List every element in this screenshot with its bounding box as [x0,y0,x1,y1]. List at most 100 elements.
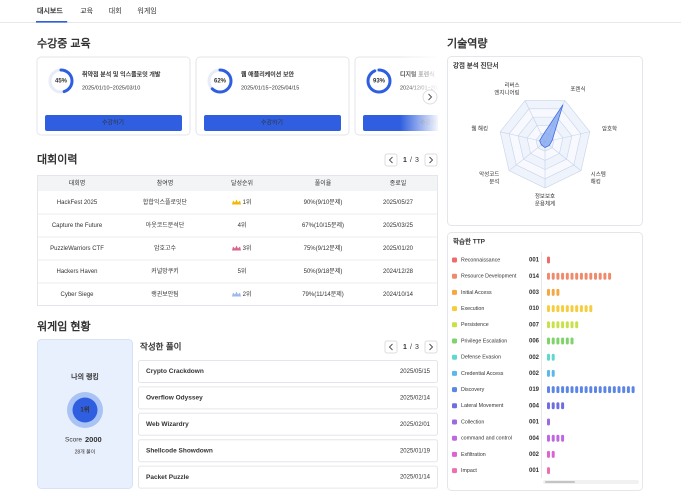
ttp-pill [551,369,555,377]
ttp-count: 002 [529,355,540,361]
score-value: 2000 [85,435,102,444]
table-cell: Hackers Haven [56,269,97,275]
radar-axis-label: 시스템 [591,171,606,178]
ttp-pill [622,386,626,394]
medal-icon [232,291,241,297]
ttp-dot [452,306,457,312]
radar-axis-label: 분석 [489,178,499,186]
prev-button[interactable] [384,340,398,354]
ttp-name: Collection [461,419,484,425]
section-title: 기술역량 [447,36,487,50]
ttp-pill [547,467,550,475]
writeup-date: 2025/02/01 [400,422,431,428]
table-cell: 50%(9/18문제) [304,267,343,275]
table-frame [37,175,438,306]
ttp-pill [547,369,550,377]
ttp-count: 001 [529,258,540,264]
nav-tab[interactable]: 대회 [109,7,122,15]
ttp-name: command and control [461,436,512,442]
next-button[interactable] [424,340,438,354]
enroll-button[interactable] [204,115,341,131]
writeup-date: 2025/02/14 [400,395,431,401]
radar-axis-label: 엔지니어링 [494,89,519,97]
ttp-dot [452,435,457,441]
writeup-item[interactable] [138,360,438,383]
course-name: 취약점 분석 및 익스플로잇 개발 [82,71,161,79]
enroll-button[interactable] [45,115,182,131]
next-button[interactable] [388,156,393,164]
ttp-count: 006 [529,339,540,345]
table-cell: 2025/05/27 [383,200,414,206]
ttp-pill [551,272,555,280]
ttp-pill [561,337,565,345]
ttp-pill [579,272,583,280]
ttp-pill [556,272,560,280]
ttp-pill [551,321,555,329]
table-header-cell: 달성순위 [231,179,253,187]
ttp-count: 002 [529,371,540,377]
ttp-pill [565,337,569,345]
ttp-pill [551,305,555,313]
ttp-pill [626,386,630,394]
nav-tab[interactable]: 워게임 [137,6,156,15]
ttp-pill [579,386,583,394]
writeup-date: 2025/05/15 [400,369,431,375]
ttp-pill [556,321,560,329]
ttp-count: 007 [529,322,540,328]
course-name: 웹 애플리케이션 보안 [241,71,294,79]
radar-spoke [524,100,546,143]
ttp-pill [547,353,550,361]
ttp-count: 001 [529,420,540,426]
writeup-item[interactable] [138,386,438,410]
carousel-next[interactable] [422,89,438,105]
ttp-pill [570,272,574,280]
writeup-item[interactable] [138,412,438,436]
nav-tab[interactable]: 교육 [80,7,93,15]
ttp-name: Execution [461,306,484,312]
ttp-pill [551,353,555,361]
ttp-name: Reconnaissance [461,257,500,263]
ttp-dot [452,468,457,474]
ttp-pill [547,386,550,394]
ttp-dot [452,289,457,295]
ttp-pill [565,305,569,313]
ttp-name: Resource Development [461,274,517,280]
page-total: 3 [415,157,419,164]
ttp-pill [561,272,565,280]
ttp-pill [631,386,635,394]
ttp-pill [570,321,574,329]
ttp-pill [575,305,579,313]
table-header-cell: 종료일 [390,179,407,187]
medal-icon [232,245,241,251]
nav-tab[interactable]: 대시보드 [37,6,63,15]
ttp-count: 019 [529,387,540,393]
table-cell: 합합익스플로잇단 [143,198,188,206]
solved-count: 28개 풀이 [75,448,96,455]
prev-button[interactable] [429,343,434,351]
medal-icon [232,199,241,205]
ttp-pill [575,272,579,280]
ttp-pill [594,386,597,394]
ttp-pill [570,305,574,313]
enroll-button-label: 수강하기 [102,119,124,127]
progress-arc [48,68,74,94]
next-button[interactable] [424,153,438,167]
ttp-pill [547,450,550,458]
scroll-thumb[interactable] [545,481,575,483]
table-cell: 2위 [243,290,252,298]
writeup-item[interactable] [138,439,438,463]
next-button[interactable] [388,343,393,351]
ttp-pill [561,305,565,313]
prev-button[interactable] [428,93,433,101]
page-current: 1 [403,157,407,164]
table-cell: 2024/10/14 [383,292,414,298]
prev-button[interactable] [384,153,398,167]
card-title: 강점 분석 진단서 [453,61,498,70]
writeup-item[interactable] [138,465,438,489]
ttp-count: 014 [529,274,540,280]
ttp-name: Discovery [461,387,485,393]
prev-button[interactable] [429,156,434,164]
course-period: 2025/01/15~2025/04/15 [241,85,299,91]
page-separator: / [410,344,412,351]
